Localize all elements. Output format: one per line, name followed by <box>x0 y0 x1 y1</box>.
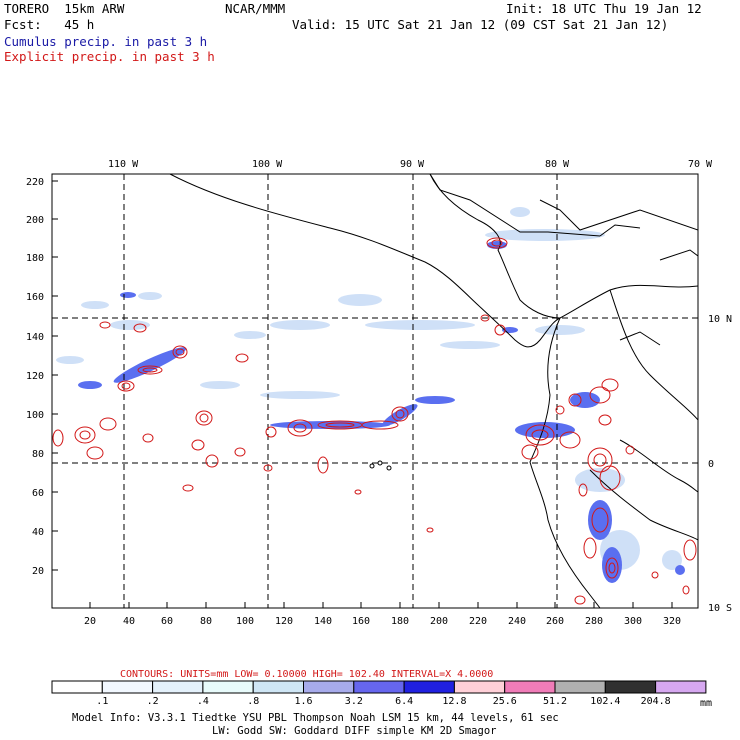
explicit-precip-contours <box>52 237 697 605</box>
colorbar-label: 204.8 <box>641 696 671 707</box>
colorbar-label: .4 <box>197 696 209 707</box>
colorbar-label: 3.2 <box>345 696 363 707</box>
cumulus-legend: Cumulus precip. in past 3 h <box>4 34 208 49</box>
x-tick: 20 <box>84 616 96 627</box>
y-tick: 20 <box>32 566 44 577</box>
lat-label: 10 N <box>708 314 732 325</box>
contours-info: CONTOURS: UNITS=mm LOW= 0.10000 HIGH= 10… <box>120 669 493 680</box>
x-tick: 240 <box>508 616 526 627</box>
colorbar-label: 51.2 <box>543 696 567 707</box>
x-tick: 300 <box>624 616 642 627</box>
y-tick: 200 <box>26 215 44 226</box>
explicit-legend: Explicit precip. in past 3 h <box>4 49 215 64</box>
colorbar-label: 6.4 <box>395 696 413 707</box>
y-tick: 60 <box>32 488 44 499</box>
org-label: NCAR/MMM <box>225 1 286 16</box>
colorbar-unit: mm <box>700 698 712 709</box>
y-tick: 180 <box>26 253 44 264</box>
coastlines <box>169 174 698 608</box>
y-tick: 40 <box>32 527 44 538</box>
x-tick: 260 <box>546 616 564 627</box>
lat-label: 10 S <box>708 603 732 614</box>
y-tick: 100 <box>26 410 44 421</box>
cumulus-precip-shading <box>56 207 682 570</box>
colorbar-label: 25.6 <box>493 696 517 707</box>
colorbar-swatch <box>604 680 657 694</box>
colorbar-swatch <box>202 680 254 694</box>
y-tick: 120 <box>26 371 44 382</box>
colorbar-swatch <box>101 680 154 694</box>
galapagos-islands <box>369 460 392 471</box>
init-time: Init: 18 UTC Thu 19 Jan 12 <box>506 1 702 16</box>
x-tick: 220 <box>469 616 487 627</box>
colorbar-swatch <box>252 680 304 694</box>
model-info: Model Info: V3.3.1 Tiedtke YSU PBL Thomp… <box>72 712 559 724</box>
colorbar-swatch <box>303 680 355 694</box>
colorbar-swatch <box>554 680 606 694</box>
colorbar-swatch <box>152 680 204 694</box>
colorbar-label: .2 <box>147 696 159 707</box>
colorbar-label: 1.6 <box>295 696 313 707</box>
map-frame <box>51 173 699 609</box>
x-tick: 80 <box>200 616 212 627</box>
lon-label: 90 W <box>400 159 425 170</box>
valid-time: Valid: 15 UTC Sat 21 Jan 12 (09 CST Sat … <box>292 17 669 32</box>
colorbar-label: .1 <box>96 696 108 707</box>
lon-label: 110 W <box>108 159 139 170</box>
x-tick: 120 <box>275 616 293 627</box>
y-tick-labels: 220 200 180 160 140 120 100 80 60 40 20 <box>26 177 44 577</box>
colorbar-swatch <box>353 680 405 694</box>
x-tick: 320 <box>663 616 681 627</box>
x-tick: 200 <box>430 616 448 627</box>
lon-label: 100 W <box>252 159 283 170</box>
y-tick: 220 <box>26 177 44 188</box>
colorbar-swatch <box>403 680 455 694</box>
colorbar-swatch <box>51 680 103 694</box>
lat-lon-grid <box>52 174 698 608</box>
x-tick: 160 <box>352 616 370 627</box>
colorbar-label: 102.4 <box>590 696 620 707</box>
longitude-labels: 110 W 100 W 90 W 80 W 70 W <box>108 159 713 170</box>
y-tick: 140 <box>26 332 44 343</box>
axis-ticks <box>52 180 673 608</box>
x-tick: 180 <box>391 616 409 627</box>
model-title: TORERO 15km ARW <box>4 1 125 16</box>
x-tick: 60 <box>161 616 173 627</box>
lon-label: 70 W <box>688 159 713 170</box>
physics-info: LW: Godd SW: Goddard DIFF simple KM 2D S… <box>212 725 496 737</box>
colorbar-swatch <box>453 680 506 694</box>
colorbar-swatch <box>504 680 556 694</box>
lon-label: 80 W <box>545 159 570 170</box>
y-tick: 80 <box>32 449 44 460</box>
x-tick: 40 <box>123 616 135 627</box>
colorbar-label: .8 <box>247 696 259 707</box>
latitude-labels: 10 N 0 10 S <box>708 314 732 614</box>
colorbar: .1 .2 .4 .8 1.6 3.2 6.4 12.8 25.6 51.2 102.4 204.8 <box>51 680 707 707</box>
lat-label: 0 <box>708 459 714 470</box>
x-tick: 280 <box>585 616 603 627</box>
forecast-hour: Fcst: 45 h <box>4 17 95 32</box>
colorbar-label: 12.8 <box>442 696 466 707</box>
x-tick: 100 <box>236 616 254 627</box>
y-tick: 160 <box>26 292 44 303</box>
x-tick-labels: 20 40 60 80 100 120 140 160 180 200 220 … <box>84 616 681 627</box>
x-tick: 140 <box>314 616 332 627</box>
colorbar-swatch <box>655 680 707 694</box>
